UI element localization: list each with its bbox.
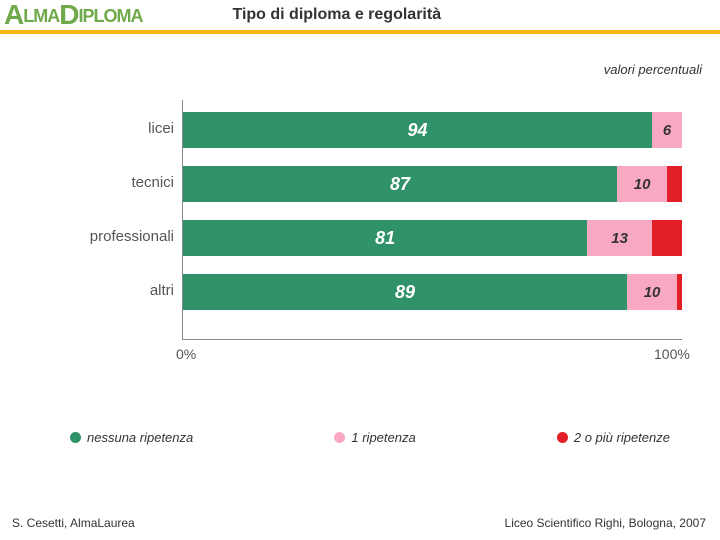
logo-iploma: IPLOMA <box>78 6 142 26</box>
legend-item: nessuna ripetenza <box>70 430 193 445</box>
x-tick-label: 100% <box>654 346 690 362</box>
bar-segment: 87 <box>183 166 617 202</box>
legend-dot-icon <box>557 432 568 443</box>
category-label: tecnici <box>54 174 174 191</box>
bar-segment: 94 <box>183 112 652 148</box>
bar-segment <box>667 166 682 202</box>
category-label: altri <box>54 282 174 299</box>
category-label: professionali <box>54 228 174 245</box>
x-tick-label: 0% <box>176 346 196 362</box>
legend-label: nessuna ripetenza <box>87 430 193 445</box>
bar-row: 8910 <box>183 274 682 310</box>
bar-row: 8113 <box>183 220 682 256</box>
legend-item: 2 o più ripetenze <box>557 430 670 445</box>
chart: 946871081138910 liceitecniciprofessional… <box>82 100 682 370</box>
logo-lma: LMA <box>23 6 59 26</box>
page-title: Tipo di diploma e regolarità <box>232 6 441 24</box>
footer-right: Liceo Scientifico Righi, Bologna, 2007 <box>505 516 706 530</box>
bar-segment: 81 <box>183 220 587 256</box>
bar-segment <box>677 274 682 310</box>
bar-segment: 13 <box>587 220 652 256</box>
logo-d: D <box>59 0 78 30</box>
bar-segment: 89 <box>183 274 627 310</box>
plot-area: 946871081138910 <box>182 100 682 340</box>
legend-label: 1 ripetenza <box>351 430 415 445</box>
category-label: licei <box>54 120 174 137</box>
subtitle: valori percentuali <box>604 62 702 77</box>
header-bar: ALMADIPLOMA Tipo di diploma e regolarità <box>0 0 720 34</box>
footer-left: S. Cesetti, AlmaLaurea <box>12 516 135 530</box>
bar-row: 946 <box>183 112 682 148</box>
legend-label: 2 o più ripetenze <box>574 430 670 445</box>
logo: ALMADIPLOMA <box>4 0 142 31</box>
bar-segment: 10 <box>617 166 667 202</box>
bar-segment: 10 <box>627 274 677 310</box>
logo-a: A <box>4 0 23 30</box>
bar-segment: 6 <box>652 112 682 148</box>
legend: nessuna ripetenza 1 ripetenza 2 o più ripe… <box>70 430 670 445</box>
bar-segment <box>652 220 682 256</box>
legend-dot-icon <box>334 432 345 443</box>
bar-row: 8710 <box>183 166 682 202</box>
legend-item: 1 ripetenza <box>334 430 415 445</box>
legend-dot-icon <box>70 432 81 443</box>
